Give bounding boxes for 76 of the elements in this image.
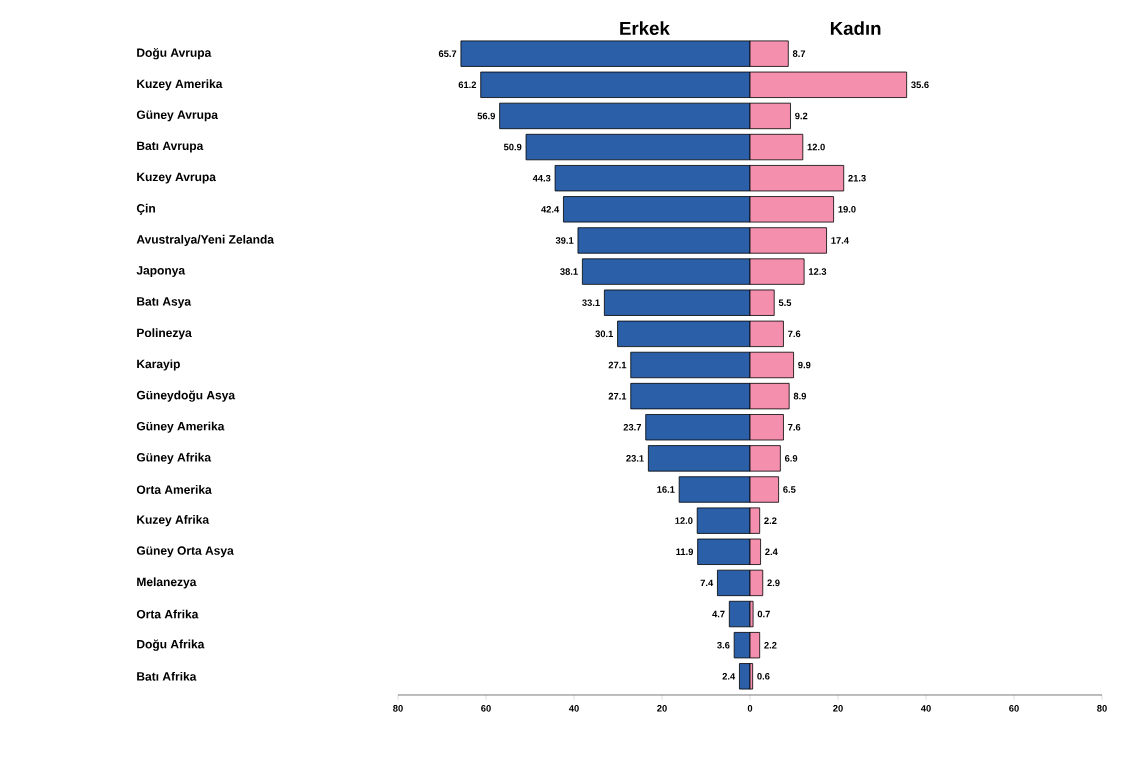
bar [728,600,751,628]
data-label: 6.9 [784,455,798,462]
y-tick-label: Güney Orta Asya [136,546,234,558]
data-label: 8.7 [792,50,806,57]
x-tick-label: 40 [920,705,931,712]
y-tick-label: Orta Amerika [136,485,212,494]
data-label: 12.3 [808,268,827,275]
y-tick-label: Avustralya/Yeni Zelanda [136,234,275,247]
y-tick-label: Polinezya [137,328,192,340]
data-label: 27.1 [608,361,627,369]
y-tick-label: Melanezya [137,577,197,589]
data-label: 21.3 [848,174,866,182]
series-label: Erkek [620,21,670,35]
data-label: 9.2 [795,112,808,120]
x-tick-label: 20 [833,705,843,712]
data-label: 9.9 [798,361,811,369]
bar [739,663,751,690]
data-label: 5.5 [778,299,792,306]
data-label: 7.6 [788,330,801,338]
data-label: 8.9 [793,392,807,400]
y-tick-label: Karayip [137,359,180,371]
data-label: 42.4 [541,206,560,213]
data-label: 12.0 [807,143,825,151]
y-tick-label: Japonya [136,266,186,277]
data-label: 19.0 [838,206,856,213]
data-label: 16.1 [657,486,675,493]
data-label: 27.1 [608,392,627,400]
data-label: 44.3 [532,174,551,182]
data-label: 4.7 [712,610,725,618]
y-tick-label: Orta Afrika [136,609,199,619]
x-tick-label: 0 [747,705,753,712]
data-label: 0.6 [757,673,770,680]
data-label: 39.1 [555,237,574,244]
data-label: 61.2 [458,81,477,89]
x-tick-label: 60 [1009,705,1019,712]
data-label: 56.9 [477,112,496,120]
y-tick-label: Güneydoğu Asya [136,390,236,402]
data-label: 23.7 [623,423,642,431]
y-tick-label: Güney Avrupa [136,110,219,122]
data-label: 2.4 [765,548,778,556]
data-label: 7.6 [788,423,801,431]
x-tick-label: 20 [657,705,667,712]
y-tick-label: Kuzey Amerika [137,79,223,91]
y-tick-label: Kuzey Afrika [137,515,210,527]
data-label: 2.2 [764,641,777,649]
y-tick-label: Doğu Afrika [137,639,205,651]
y-tick-label: Güney Afrika [136,452,212,464]
data-label: 65.7 [438,50,457,57]
y-tick-label: Batı Afrika [137,671,197,681]
x-tick-label: 60 [481,705,491,712]
y-tick-label: Doğu Avrupa [137,47,212,60]
data-label: 2.2 [764,517,777,524]
data-label: 0.7 [757,610,770,618]
data-label: 2.9 [767,579,780,587]
data-label: 38.1 [560,268,578,275]
data-label: 11.9 [676,548,694,556]
data-label: 2.4 [722,673,736,680]
y-tick-label: Güney Amerika [136,421,225,433]
y-tick-label: Batı Avrupa [137,141,204,153]
y-tick-label: Batı Asya [137,297,192,309]
data-label: 12.0 [675,517,693,524]
data-label: 33.1 [582,299,600,307]
x-tick-label: 80 [1097,705,1107,712]
series-label: Kadın [830,21,881,35]
x-tick-label: 40 [568,705,579,712]
y-tick-label: Çin [136,203,155,215]
x-tick-label: 80 [393,705,403,712]
data-label: 35.6 [911,81,929,89]
data-label: 6.5 [783,486,796,493]
data-label: 50.9 [503,143,522,151]
data-label: 3.6 [717,641,730,649]
y-tick-label: Kuzey Avrupa [137,172,217,184]
data-label: 7.4 [700,579,714,587]
data-label: 30.1 [595,330,614,338]
data-label: 23.1 [626,455,644,462]
data-label: 17.4 [831,237,849,244]
